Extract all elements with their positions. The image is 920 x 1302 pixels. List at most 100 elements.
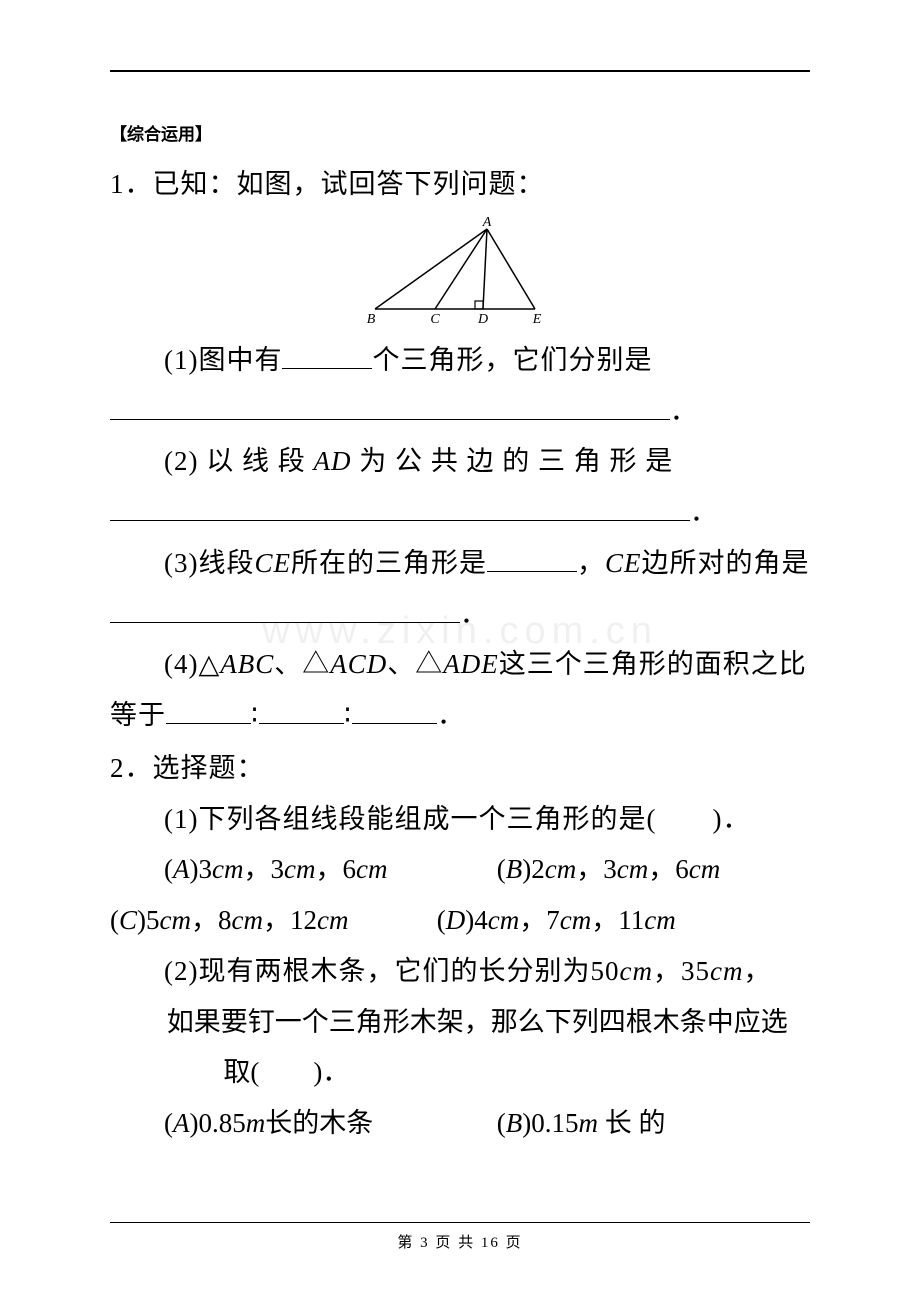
content: 【综合运用】 1．已知：如图，试回答下列问题： A B C D E (1)图中有 [110,120,810,1149]
unit: cm [644,905,675,935]
section-label: 【综合运用】 [110,120,810,145]
label-d: D [477,312,488,324]
unit: cm [232,905,263,935]
blank [110,497,690,521]
opt-a-label: A [173,854,190,884]
label-c: C [430,312,440,324]
val: 0.15 [531,1108,578,1138]
val: 11 [618,905,644,935]
text: (4)△ [164,649,220,679]
var-ce: CE [254,548,291,578]
val: 4 [474,905,488,935]
text: 长的木条 [265,1108,373,1138]
comma: ， [191,905,218,935]
comma: ， [576,854,603,884]
val: 12 [290,905,317,935]
text: (2) 以 线 段 [164,446,313,476]
q1-sub4: (4)△ABC、△ACD、△ADE这三个三角形的面积之比等于∶∶． [110,639,810,741]
blank [110,598,460,622]
opt-c-label: C [119,905,137,935]
blank [110,395,670,419]
text: 边所对的角是 [642,548,810,578]
val: 6 [675,854,689,884]
period: ． [460,599,488,629]
text: 个三角形，它们分别是 [372,345,652,375]
q1-sub2: (2) 以 线 段 AD 为 公 共 边 的 三 角 形 是 [110,436,810,487]
colon: ∶ [251,700,259,730]
comma: ， [263,905,290,935]
q1-sub3: (3)线段CE所在的三角形是，CE边所对的角是． [110,538,810,640]
top-rule [110,70,810,72]
label-b: B [367,312,376,324]
comma: ， [648,854,675,884]
unit: cm [488,905,519,935]
opt-b-label: B [506,854,523,884]
var-ad: AD [313,446,351,476]
val: 2 [531,854,545,884]
label-a: A [482,215,492,230]
period: ． [670,396,698,426]
var-ce2: CE [605,548,642,578]
val: 0.85 [199,1108,246,1138]
blank [259,700,344,724]
q1-sub1-line2: ． [110,386,810,437]
blank [487,547,577,571]
opt-b-label: B [506,1108,523,1138]
q2-head: 2．选择题： [110,743,810,794]
val: 3 [270,854,284,884]
q2-sub2-line1: (2)现有两根木条，它们的长分别为50cm，35cm， [110,946,810,997]
text: (3)线段 [164,548,254,578]
val: 3 [199,854,213,884]
page: www.zixin.com.cn 【综合运用】 1．已知：如图，试回答下列问题：… [0,0,920,1302]
unit: cm [356,854,387,884]
var-acd: ACD [330,649,387,679]
q2-sub1-opts-row1: (A)3cm，3cm，6cm (B)2cm，3cm，6cm [110,844,810,895]
blank [282,344,372,368]
text: (1)图中有 [164,345,282,375]
unit: cm [284,854,315,884]
val: 6 [342,854,356,884]
opt-d-label: D [446,905,466,935]
unit: cm [710,956,743,986]
triangle-diagram: A B C D E [350,214,570,324]
comma: ， [315,854,342,884]
text: ， [743,956,771,986]
var-abc: ABC [220,649,274,679]
unit: cm [560,905,591,935]
unit: cm [212,854,243,884]
period: ． [437,700,465,730]
unit-m: m [246,1108,266,1138]
q1-sub1: (1)图中有 个三角形，它们分别是 [110,335,810,386]
q2-sub2-opts: (A)0.85m长的木条 (B)0.15m 长 的 [110,1098,810,1149]
unit: cm [617,854,648,884]
text: 如果要钉一个三角形木架，那么下列四根木条中应选取( )． [167,1007,788,1088]
unit: cm [619,956,652,986]
blank [166,700,251,724]
comma: ， [243,854,270,884]
text: 长 的 [605,1108,666,1138]
label-e: E [532,312,542,324]
q1-head: 1．已知：如图，试回答下列问题： [110,159,810,210]
q1-sub2-line2: ． [110,487,810,538]
val: 7 [546,905,560,935]
colon: ∶ [344,700,352,730]
val: 8 [218,905,232,935]
var-ade: ADE [443,649,498,679]
text: ，35 [653,956,710,986]
page-footer: 第 3 页 共 16 页 [110,1222,810,1252]
unit: cm [160,905,191,935]
text: 所在的三角形是 [291,548,487,578]
text: 、△ [387,649,443,679]
q1-figure: A B C D E [110,214,810,329]
comma: ， [591,905,618,935]
period: ． [690,497,718,527]
opt-a-label: A [173,1108,190,1138]
text: 、△ [274,649,330,679]
q2-sub2-line2: 如果要钉一个三角形木架，那么下列四根木条中应选取( )． [110,997,810,1099]
comma: ， [519,905,546,935]
q2-sub1: (1)下列各组线段能组成一个三角形的是( )． [110,794,810,845]
blank [352,700,437,724]
unit: cm [545,854,576,884]
q2-sub1-opts-row2: (C)5cm，8cm，12cm (D)4cm，7cm，11cm [110,895,810,946]
text: ， [577,548,605,578]
